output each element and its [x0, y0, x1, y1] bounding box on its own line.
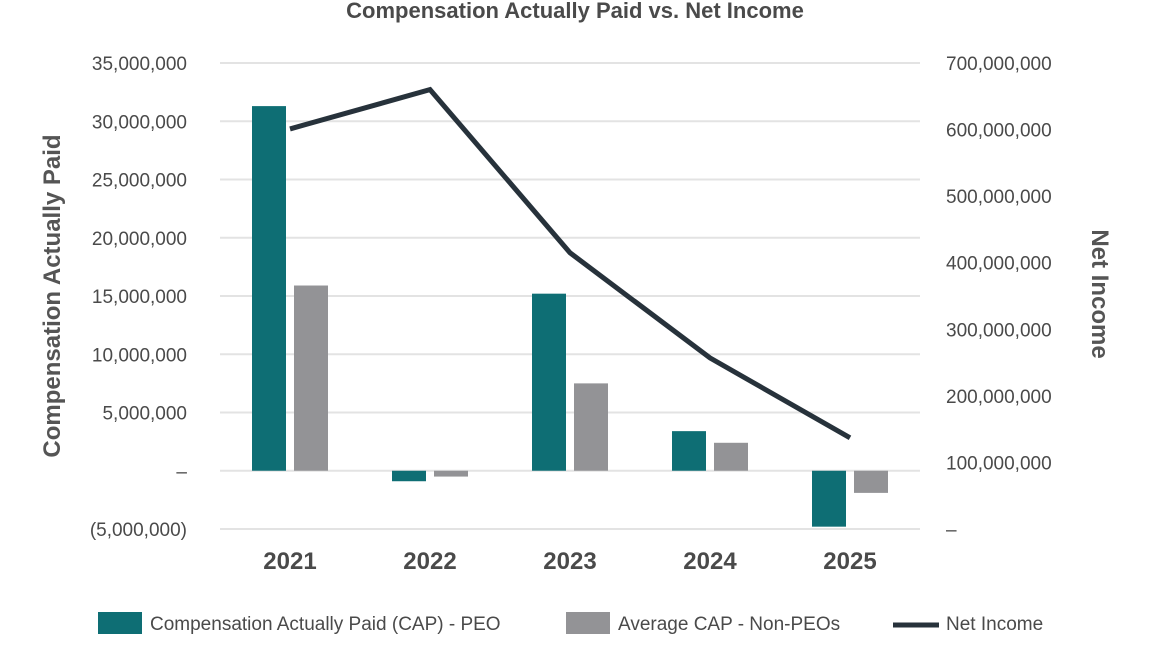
right-tick-label: 600,000,000: [946, 121, 1052, 142]
left-tick-label: –: [176, 462, 187, 483]
bar-cap-peo: [392, 470, 426, 482]
bar-cap-peo: [532, 293, 566, 471]
net-income-line: [289, 86, 852, 440]
legend-item: Average CAP - Non-PEOs: [566, 612, 840, 635]
bar-cap-non-peo: [434, 470, 468, 477]
bars: [252, 106, 888, 527]
legend-label: Average CAP - Non-PEOs: [618, 614, 840, 635]
left-tick-label: 25,000,000: [92, 171, 187, 192]
left-tick-label: 20,000,000: [92, 229, 187, 250]
bar-cap-peo: [812, 470, 846, 527]
category-label: 2024: [683, 548, 737, 575]
left-tick-label: 15,000,000: [92, 287, 187, 308]
chart-title: Compensation Actually Paid vs. Net Incom…: [346, 0, 804, 23]
net-income-line-group: [289, 86, 852, 440]
legend-swatch: [566, 612, 610, 634]
right-tick-label: 400,000,000: [946, 254, 1052, 275]
left-axis-ticks: (5,000,000) – 5,000,000 10,000,000 15,000,00…: [90, 54, 188, 541]
right-tick-label: –: [946, 520, 957, 541]
right-axis-ticks: – 100,000,000 200,000,000 300,000,000 400,00…: [946, 54, 1052, 541]
bar-cap-non-peo: [294, 285, 328, 471]
category-label: 2023: [543, 548, 596, 575]
left-tick-label: (5,000,000): [90, 520, 187, 541]
left-tick-label: 5,000,000: [102, 404, 187, 425]
legend: Compensation Actually Paid (CAP) - PEO Av…: [98, 612, 1043, 635]
right-tick-label: 500,000,000: [946, 187, 1052, 208]
bar-cap-non-peo: [574, 383, 608, 471]
left-tick-label: 35,000,000: [92, 54, 187, 75]
left-axis-label: Compensation Actually Paid: [39, 134, 66, 457]
bar-cap-peo: [252, 106, 286, 471]
gridlines: [220, 62, 920, 530]
left-tick-label: 10,000,000: [92, 345, 187, 366]
legend-swatch: [98, 612, 142, 634]
bar-cap-peo: [672, 431, 706, 471]
category-axis-ticks: 2021 2022 2023 2024 2025: [263, 548, 876, 575]
legend-item: Compensation Actually Paid (CAP) - PEO: [98, 612, 501, 635]
category-label: 2021: [263, 548, 316, 575]
category-label: 2025: [823, 548, 876, 575]
bar-cap-non-peo: [714, 442, 748, 471]
legend-item: Net Income: [893, 614, 1043, 635]
legend-label: Net Income: [946, 614, 1043, 635]
right-tick-label: 100,000,000: [946, 453, 1052, 474]
right-axis-label: Net Income: [1086, 229, 1113, 358]
left-tick-label: 30,000,000: [92, 112, 187, 133]
right-tick-label: 700,000,000: [946, 54, 1052, 75]
right-tick-label: 200,000,000: [946, 387, 1052, 408]
legend-label: Compensation Actually Paid (CAP) - PEO: [150, 614, 501, 635]
category-label: 2022: [403, 548, 456, 575]
bar-cap-non-peo: [854, 470, 888, 493]
right-tick-label: 300,000,000: [946, 320, 1052, 341]
